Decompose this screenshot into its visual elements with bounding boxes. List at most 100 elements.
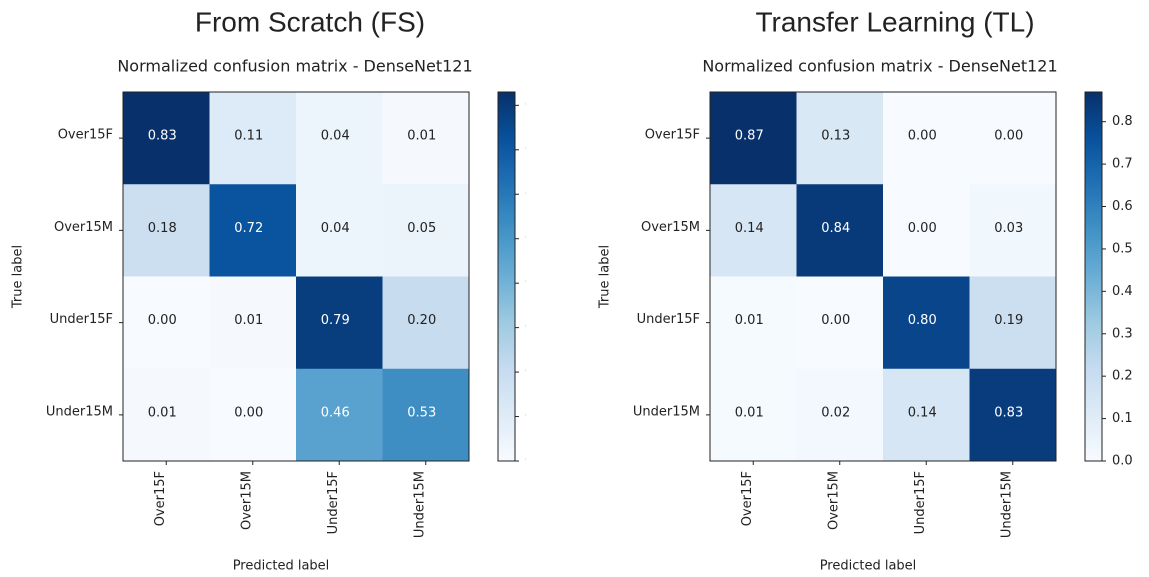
cell [796, 92, 884, 185]
cell [296, 92, 383, 185]
x-axis-title: Predicted label [233, 559, 330, 574]
cell-label: 0.53 [407, 405, 436, 420]
cell [382, 276, 470, 370]
cell [883, 368, 970, 462]
y-tick-label: Over15M [641, 220, 700, 235]
cell [209, 92, 297, 185]
colorbar [1084, 91, 1103, 462]
cell-label: 0.14 [908, 405, 937, 420]
cell-label: 0.00 [908, 129, 937, 144]
cell-label: 0.04 [321, 221, 350, 236]
colorbar-tick-label: 0.4 [525, 276, 546, 291]
cell [969, 184, 1057, 277]
cell [296, 368, 383, 462]
colorbar-tick-label: 0.3 [1112, 326, 1133, 341]
colorbar-tick-label: 0.5 [525, 231, 546, 246]
colorbar-tick-label: 0.7 [1112, 157, 1133, 172]
x-tick-label: Over15M [239, 471, 254, 530]
cell-label: 0.01 [735, 405, 764, 420]
cell-label: 0.01 [407, 129, 436, 144]
cell-label: 0.72 [234, 221, 263, 236]
cell-label: 0.00 [148, 313, 177, 328]
cell-label: 0.13 [821, 129, 850, 144]
cell [382, 92, 470, 185]
y-tick-label: Under15M [633, 404, 700, 419]
chart-subtitle: Normalized confusion matrix - DenseNet12… [702, 57, 1057, 76]
x-tick-label: Over15F [740, 471, 755, 526]
y-tick-label: Over15F [58, 128, 113, 143]
x-tick-label: Under15F [326, 471, 341, 534]
cell-label: 0.83 [148, 129, 177, 144]
cell [123, 184, 210, 277]
colorbar-tick-label: 0.5 [1112, 241, 1133, 256]
chart-fs: From Scratch (FS) Normalized confusion ma… [11, 6, 546, 574]
cell-label: 0.04 [321, 129, 350, 144]
chart-title: From Scratch (FS) [195, 6, 425, 37]
cell-label: 0.46 [321, 405, 350, 420]
cell-label: 0.00 [908, 221, 937, 236]
colorbar-tick-label: 0.0 [1112, 454, 1133, 469]
colorbar-tick-label: 0.7 [525, 142, 546, 157]
cell-label: 0.83 [994, 405, 1023, 420]
x-tick-label: Over15M [826, 471, 841, 530]
chart-tl: Transfer Learning (TL) Normalized confusi… [598, 6, 1133, 573]
colorbar-tick-label: 0.6 [1112, 199, 1133, 214]
y-tick-label: Under15F [637, 312, 700, 327]
cell [796, 276, 884, 370]
colorbar-tick-label: 0.1 [525, 409, 546, 424]
cell [710, 368, 797, 462]
cell-label: 0.80 [908, 313, 937, 328]
cell-label: 0.02 [821, 405, 850, 420]
cell [209, 184, 297, 277]
cell-label: 0.03 [994, 221, 1023, 236]
cell-label: 0.05 [407, 221, 436, 236]
cell-label: 0.00 [234, 405, 263, 420]
y-tick-label: Over15M [54, 220, 113, 235]
cell [883, 92, 970, 185]
cell-label: 0.01 [234, 313, 263, 328]
y-tick-label: Under15M [46, 404, 113, 419]
cell-label: 0.20 [407, 313, 436, 328]
cell [969, 368, 1057, 462]
cell [796, 368, 884, 462]
cell-label: 0.87 [735, 129, 764, 144]
colorbar-tick-label: 0.4 [1112, 284, 1133, 299]
colorbar-tick-label: 0.3 [525, 320, 546, 335]
chart-subtitle: Normalized confusion matrix - DenseNet12… [117, 57, 472, 76]
cell [382, 184, 470, 277]
x-tick-label: Under15M [999, 471, 1014, 538]
y-tick-label: Over15F [645, 128, 700, 143]
colorbar-tick-label: 0.2 [1112, 369, 1133, 384]
colorbar-tick-label: 0 [525, 454, 533, 469]
cell-label: 0.01 [735, 313, 764, 328]
plot-frame [709, 91, 1057, 462]
cell [796, 184, 884, 277]
cell [710, 92, 797, 185]
colorbar-tick-label: 0.1 [1112, 411, 1133, 426]
cell [209, 276, 297, 370]
cell [209, 368, 297, 462]
x-tick-label: Over15F [153, 471, 168, 526]
cell [710, 184, 797, 277]
x-tick-label: Under15M [412, 471, 427, 538]
plot-frame [122, 91, 470, 462]
cell-label: 0.00 [821, 313, 850, 328]
colorbar-tick-label: 0.6 [525, 187, 546, 202]
cell [382, 368, 470, 462]
cell [883, 276, 970, 370]
cell [296, 184, 383, 277]
cell [969, 276, 1057, 370]
cell [710, 276, 797, 370]
colorbar-tick-label: 0.8 [525, 98, 546, 113]
cell-label: 0.19 [994, 313, 1023, 328]
colorbar-tick-label: 0.8 [1112, 114, 1133, 129]
y-tick-label: Under15F [50, 312, 113, 327]
cell-label: 0.79 [321, 313, 350, 328]
chart-title: Transfer Learning (TL) [755, 6, 1034, 37]
cell [296, 276, 383, 370]
cell-label: 0.00 [994, 129, 1023, 144]
y-axis-title: True label [11, 245, 26, 309]
colorbar-tick-label: 0.2 [525, 365, 546, 380]
cell-label: 0.14 [735, 221, 764, 236]
